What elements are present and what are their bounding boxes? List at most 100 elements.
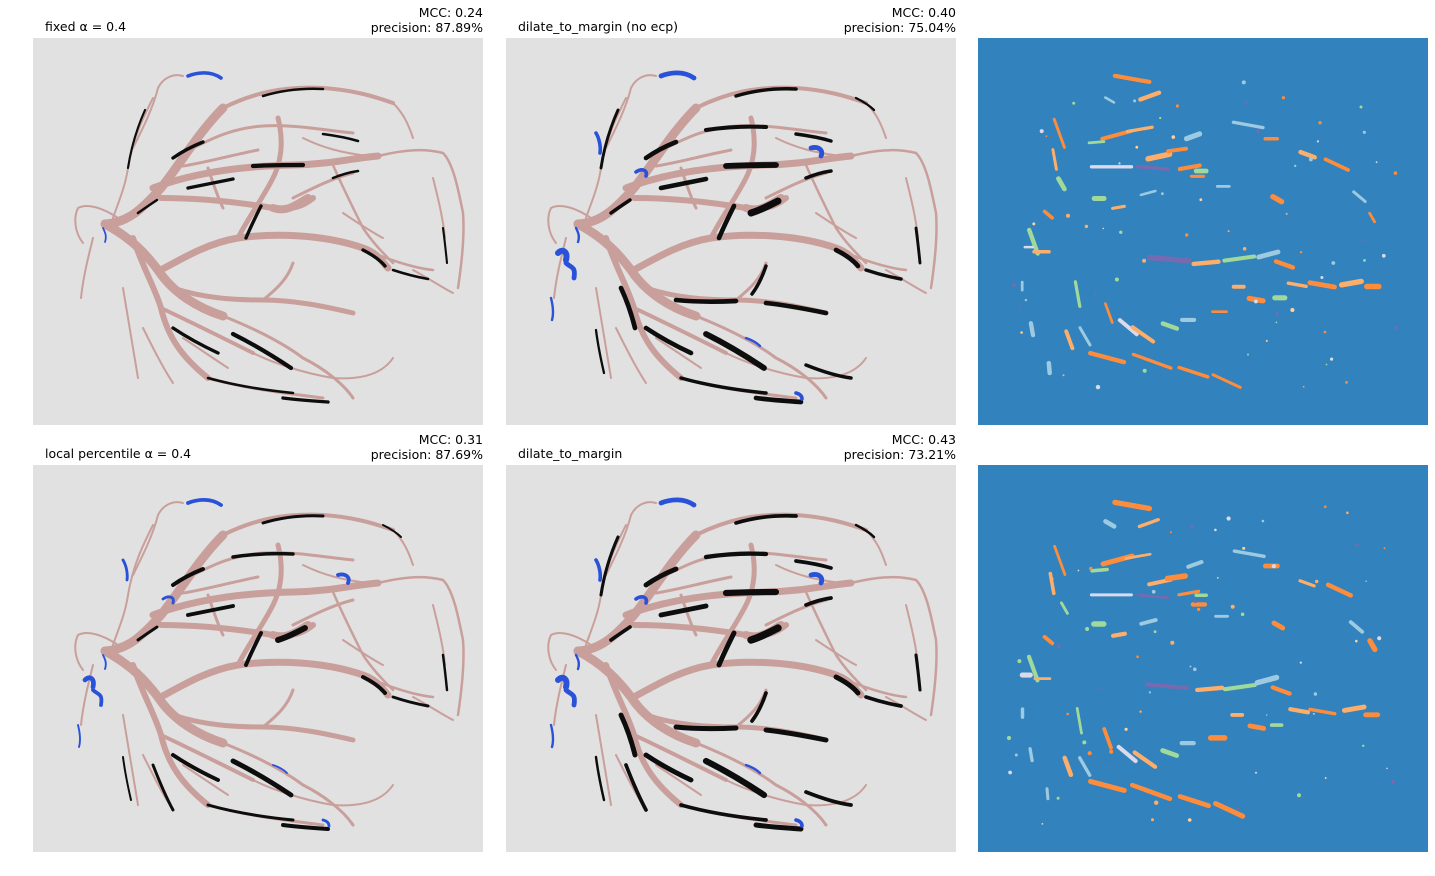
label-speck <box>1320 276 1324 279</box>
false-positive-blob <box>634 168 649 178</box>
vessel-segment <box>221 741 355 827</box>
vessel-segment <box>392 102 414 139</box>
label-speck <box>1325 363 1328 366</box>
label-blob <box>1111 631 1127 638</box>
vessel-segment <box>632 733 728 782</box>
detected-segment <box>864 268 903 281</box>
detected-segment <box>186 177 235 190</box>
label-blob <box>1077 756 1092 777</box>
label-speck <box>1261 519 1265 523</box>
vessel-overlay-image <box>506 38 956 425</box>
label-speck <box>1066 712 1069 716</box>
detected-segment <box>244 631 263 667</box>
false-positive-blob <box>121 558 129 582</box>
vessel-segment <box>804 163 868 265</box>
detected-segment <box>624 763 648 812</box>
label-speck <box>1375 161 1378 164</box>
vessel-segment <box>206 593 225 637</box>
label-blob <box>1298 149 1317 160</box>
label-blob <box>1135 164 1170 172</box>
label-speck <box>1365 580 1367 582</box>
detected-segment <box>441 653 449 692</box>
detected-segment <box>382 524 402 538</box>
label-blob <box>1117 318 1139 337</box>
label-speck <box>1185 233 1189 237</box>
label-speck <box>1281 96 1285 100</box>
label-blob <box>1231 120 1265 130</box>
detected-segment <box>361 675 387 695</box>
panel-p4 <box>33 465 483 852</box>
vessel-segment <box>122 714 139 806</box>
precision-value: precision: 87.69% <box>370 447 483 462</box>
label-blob <box>1348 620 1365 634</box>
panel-background <box>506 38 956 425</box>
vessel-segment <box>302 564 369 584</box>
panel-background <box>33 38 483 425</box>
detected-segment <box>231 551 295 559</box>
vessel-overlay-image <box>506 465 956 852</box>
false-positive-blobs <box>102 71 223 243</box>
label-speck <box>1014 753 1018 757</box>
label-speck <box>1294 164 1297 168</box>
detected-segment <box>261 514 325 525</box>
label-speck <box>1082 740 1087 745</box>
label-blob <box>1273 259 1296 270</box>
panel-background <box>978 465 1428 852</box>
detected-segment <box>171 326 220 355</box>
label-blob <box>1103 519 1117 529</box>
label-speck <box>1230 604 1235 609</box>
label-speck <box>1265 714 1268 716</box>
detected-segment <box>643 325 694 356</box>
label-speck <box>1242 546 1246 550</box>
label-speck <box>1299 251 1303 254</box>
vessel-segment <box>149 579 382 619</box>
false-positive-blob <box>563 260 577 281</box>
label-blob <box>1298 579 1316 588</box>
detected-segment <box>136 625 159 642</box>
detected-segment <box>703 124 769 133</box>
label-speck <box>1275 321 1278 324</box>
vessel-segment <box>80 664 94 726</box>
detected-segment <box>171 140 205 160</box>
label-blob <box>1213 801 1246 819</box>
label-speck <box>1159 116 1162 120</box>
label-speck <box>1331 261 1336 265</box>
label-blob <box>1160 748 1180 758</box>
detected-segment <box>122 756 132 801</box>
label-blob <box>1053 544 1067 576</box>
detected-segment <box>594 755 606 802</box>
label-speck <box>1135 145 1139 149</box>
panel-p5 <box>506 465 956 852</box>
label-blob <box>1254 674 1280 686</box>
label-blob <box>1160 321 1180 331</box>
false-positive-blob <box>321 818 331 828</box>
label-speck <box>1012 282 1017 287</box>
panel-metrics: MCC: 0.31 precision: 87.69% <box>371 432 483 462</box>
detected-segment <box>126 108 147 170</box>
label-speck <box>1313 692 1318 696</box>
label-blob <box>1222 254 1257 263</box>
vessel-segment <box>235 542 284 668</box>
label-map-image <box>978 465 1428 852</box>
label-blob <box>1247 723 1267 731</box>
vessel-segment <box>775 137 842 157</box>
vessel-segment <box>412 269 454 294</box>
false-positive-blob <box>82 675 96 690</box>
label-blob <box>1131 352 1173 370</box>
label-speck <box>1275 312 1279 316</box>
label-blob <box>1042 209 1054 220</box>
label-speck <box>1216 577 1219 579</box>
label-blob <box>1338 278 1364 288</box>
vessel-segment <box>553 664 567 726</box>
detected-segment <box>594 328 606 375</box>
label-speck <box>1039 129 1044 134</box>
label-speck <box>1359 105 1363 109</box>
detected-segment <box>261 87 325 98</box>
label-blob <box>1270 685 1292 696</box>
label-speck <box>1072 101 1076 105</box>
vessel-segment <box>547 205 592 244</box>
detected-segment <box>702 757 768 799</box>
label-blob <box>1088 778 1127 793</box>
detected-segment <box>206 376 295 395</box>
label-speck <box>1383 547 1386 550</box>
